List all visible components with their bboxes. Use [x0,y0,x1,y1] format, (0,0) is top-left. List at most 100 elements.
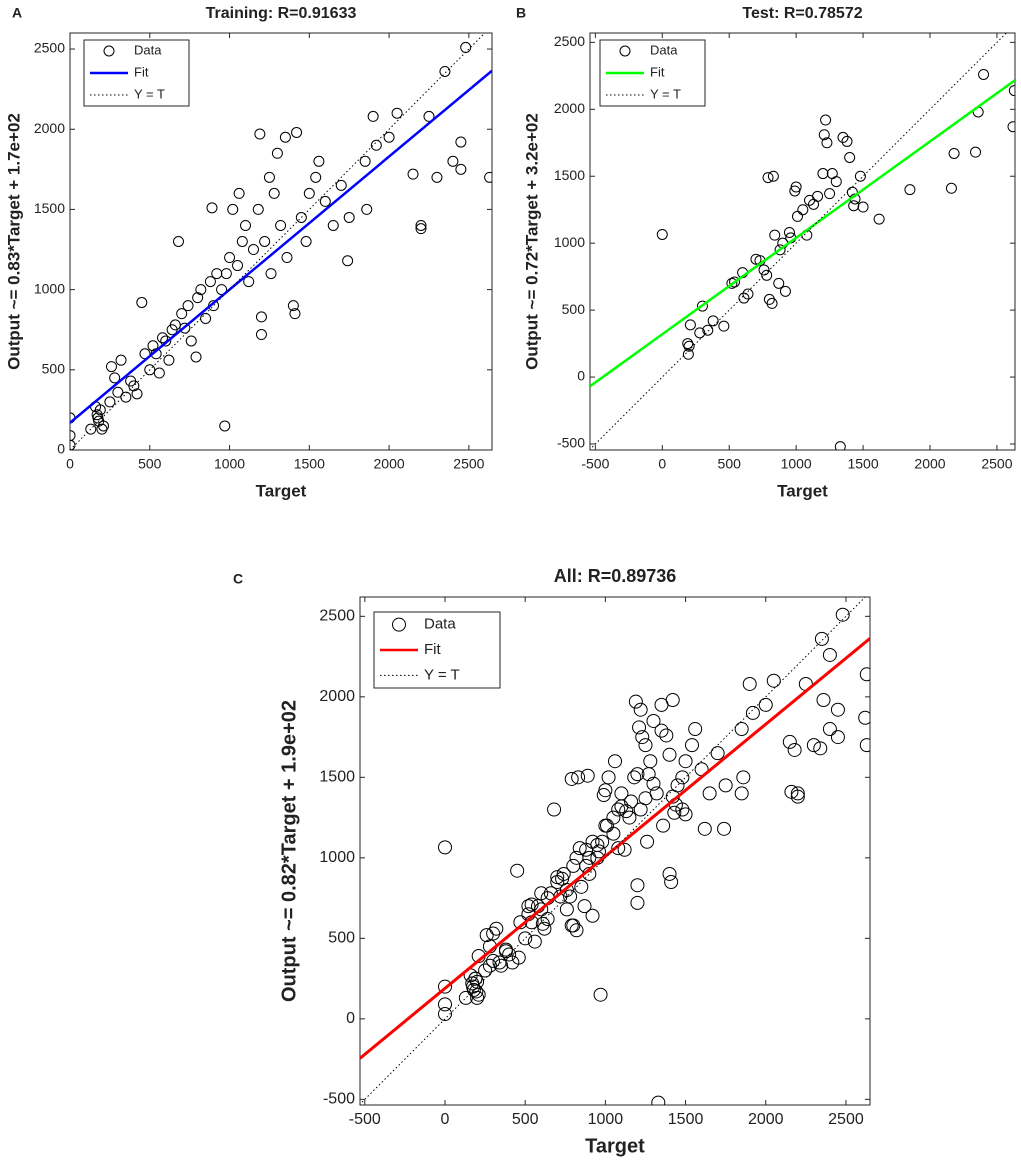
x-tick-label: 1000 [781,456,812,472]
y-tick-label: 0 [346,1010,355,1027]
data-point [601,770,616,785]
y-tick-label: 2500 [34,40,65,56]
data-point [470,990,485,1005]
data-point [784,784,799,799]
data-point [236,236,248,247]
data-point [438,997,452,1012]
data-point [359,155,371,167]
data-point [115,354,127,366]
x-tick-label: 2500 [453,456,484,472]
chart-title: Training: R=0.91633 [206,5,357,22]
data-point [547,802,562,817]
data-point [391,107,403,119]
data-point [859,738,870,753]
data-point [718,320,730,332]
data-point [144,364,156,376]
data-point [806,738,821,753]
data-point [431,171,443,183]
data-point [783,226,795,238]
y-tick-label: 2500 [554,33,585,49]
data-point [742,676,757,691]
data-point [859,667,870,682]
data-point [624,794,639,809]
data-point [265,268,277,280]
data-point [758,697,773,712]
x-axis-label: Target [256,481,307,500]
data-point [665,693,680,708]
data-point [259,236,271,247]
data-point [313,155,325,167]
data-point [812,190,824,202]
data-point [571,770,586,785]
data-point [632,720,647,735]
data-point [486,926,501,941]
data-point [247,244,259,256]
data-point [767,170,779,182]
data-point [176,308,188,320]
data-point [275,219,287,231]
data-point [590,837,605,852]
y-tick-label: 2000 [34,120,65,136]
data-point [271,147,283,159]
data-point [738,292,750,304]
data-point [109,372,121,384]
data-point [835,607,850,622]
legend-label: Data [424,616,456,633]
data-point [564,771,579,786]
data-point [240,219,252,231]
data-point [630,767,645,782]
x-tick-label: 0 [441,1111,450,1128]
data-point [169,319,181,331]
data-point [295,211,307,223]
data-point [479,928,494,943]
data-point [569,923,584,938]
data-point [729,276,741,288]
data-point [224,252,236,264]
data-point [540,912,555,927]
data-point [342,255,354,267]
data-point [70,430,76,442]
data-point [407,168,419,180]
data-point [662,866,677,881]
data-point [617,842,632,857]
data-point [252,203,264,215]
data-point [534,886,549,901]
data-point [822,722,837,737]
data-point [153,367,165,379]
data-point [172,236,184,247]
chart-title: All: R=0.89736 [554,566,677,586]
x-tick-label: -500 [349,1111,381,1128]
data-point [830,730,845,745]
data-point [310,171,322,183]
data-point [484,171,492,183]
data-point [762,172,774,184]
data-point [664,874,679,889]
data-point [233,187,245,199]
data-point [263,171,275,183]
x-tick-label: 2000 [374,456,405,472]
legend-label: Y = T [424,666,460,683]
fit-line [360,637,870,1060]
x-axis-label: Target [585,1135,645,1157]
data-point [559,883,574,898]
data-point [254,128,266,140]
data-point [120,391,132,403]
legend-marker [619,45,631,57]
data-point [98,420,110,432]
data-point [630,878,645,893]
data-point [702,324,714,336]
data-point [367,110,379,122]
data-point [841,135,853,147]
x-tick-label: 2000 [914,456,945,472]
data-point [319,195,331,207]
data-point [580,768,595,783]
data-point [873,213,885,225]
x-tick-label: 2500 [828,1111,864,1128]
data-point [521,899,536,914]
data-point [185,335,197,347]
data-point [327,219,339,231]
y-tick-label: 500 [42,361,66,377]
data-point [204,276,216,288]
data-point [702,786,717,801]
